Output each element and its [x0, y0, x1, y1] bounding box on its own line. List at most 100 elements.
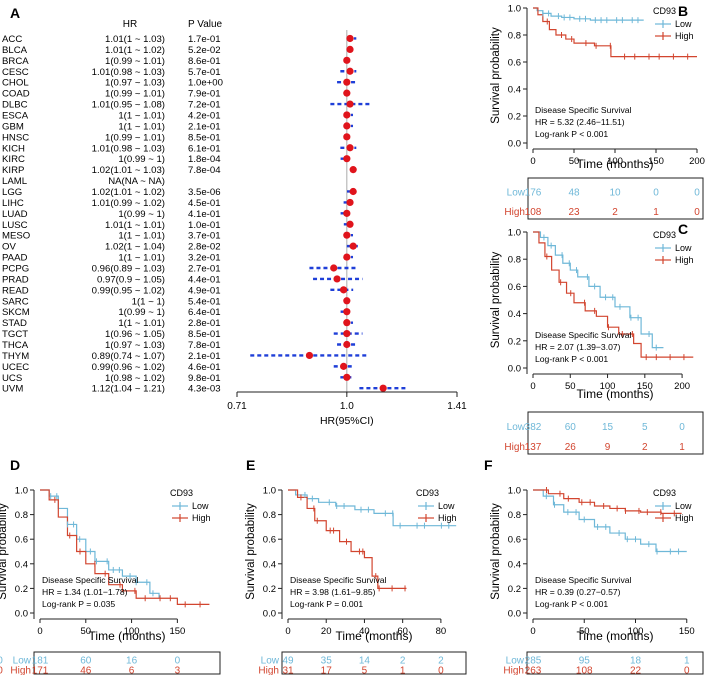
km-risk-value-high: 108 [525, 207, 542, 218]
forest-point [343, 89, 351, 97]
forest-point [346, 144, 354, 152]
km-risk-table-box-d [33, 651, 221, 675]
km-risk-value-low: 0 [694, 187, 700, 198]
km-annotation-line: Disease Specific Survival [535, 330, 632, 340]
forest-point [343, 340, 351, 349]
km-risk-value-low: 95 [579, 655, 591, 666]
forest-row-name: BLCA [2, 45, 28, 56]
forest-row-name: ACC [2, 34, 22, 45]
km-curve-high-f [533, 489, 682, 514]
forest-row-hr: 0.89(0.74 ~ 1.07) [92, 351, 165, 362]
forest-row-hr: 1(0.99 ~ 1.01) [105, 89, 165, 100]
km-risk-label-high: High [10, 665, 31, 675]
km-legend-label-high: High [675, 513, 694, 523]
forest-row-name: THYM [2, 351, 29, 362]
forest-row-name: UVM [2, 384, 23, 395]
km-risk-label-low: Low [507, 422, 526, 433]
km-risk-value-high: 171 [32, 665, 49, 675]
forest-row-name: MESO [2, 231, 30, 242]
km-legend-label-low: Low [438, 501, 455, 511]
km-y-tick-label: 1.0 [508, 228, 521, 239]
km-x-tick-label: 100 [124, 626, 140, 637]
forest-row-hr: 1(0.97 ~ 1.03) [105, 78, 165, 89]
forest-row-hr: 1.01(0.98 ~ 1.03) [92, 67, 165, 78]
km-x-tick-label: 0 [530, 381, 535, 392]
km-x-tick-label: 60 [397, 626, 408, 637]
forest-row-name: PRAD [2, 274, 29, 285]
forest-row-hr: 1.01(0.99 ~ 1.02) [92, 198, 165, 209]
forest-row-p: 8.5e-01 [188, 329, 221, 340]
km-risk-value-low: 49 [282, 655, 294, 666]
km-curve-high-c [533, 231, 694, 358]
forest-row-name: KIRC [2, 154, 25, 165]
km-risk-label-high: High [504, 442, 525, 453]
forest-point [343, 319, 351, 327]
forest-point [343, 133, 351, 141]
forest-row-hr: 1.02(1.01 ~ 1.02) [92, 187, 165, 198]
km-x-tick-label: 150 [169, 626, 185, 637]
km-x-tick-label: 100 [600, 381, 616, 392]
forest-point [343, 297, 351, 305]
km-risk-value-low: 15 [602, 422, 614, 433]
forest-row-name: ESCA [2, 110, 29, 121]
km-x-label-b: Time (months) [577, 157, 654, 171]
km-x-label-d: Time (months) [89, 629, 166, 643]
forest-row-name: CESC [2, 67, 29, 78]
km-x-tick-label: 200 [674, 381, 690, 392]
forest-row-name: UCS [2, 373, 22, 384]
km-x-tick-label: 50 [81, 626, 92, 637]
forest-header-p: P Value [188, 19, 223, 30]
km-y-tick-label: 1.0 [15, 486, 28, 497]
forest-row-p: 3.5e-06 [188, 187, 221, 198]
forest-row-name: THCA [2, 340, 29, 351]
forest-row-name: LUAD [2, 209, 28, 220]
km-risk-table-box-f [526, 651, 704, 675]
forest-row-hr: 1(1 ~ 1.01) [118, 110, 165, 121]
km-legend-title: CD93 [416, 488, 439, 498]
km-annotation-line: HR = 5.32 (2.46−11.51) [535, 117, 625, 127]
forest-point [343, 308, 351, 316]
forest-row-p: 4.3e-03 [188, 384, 221, 395]
km-annotation-line: HR = 0.39 (0.27−0.57) [535, 587, 621, 597]
km-risk-value-low: 5 [642, 422, 648, 433]
km-risk-value-high: 1 [679, 442, 685, 453]
forest-row-p: 4.6e-01 [188, 362, 221, 373]
forest-point [305, 351, 314, 360]
forest-row-hr: 1.01(1 ~ 1.03) [105, 34, 165, 45]
km-risk-value-high: 108 [576, 665, 593, 675]
forest-row-hr: NA(NA ~ NA) [108, 176, 165, 187]
forest-row-p: 6.4e-01 [188, 307, 221, 318]
forest-row-p: 7.8e-04 [188, 165, 221, 176]
forest-row-p: 4.5e-01 [188, 198, 221, 209]
forest-point [346, 45, 354, 53]
km-risk-label-high: High [503, 665, 524, 675]
forest-row-hr: 0.97(0.9 ~ 1.05) [97, 274, 165, 285]
km-x-tick-label: 200 [689, 156, 705, 167]
km-risk-label-high: High [504, 207, 525, 218]
forest-row-name: TGCT [2, 329, 28, 340]
km-x-tick-label: 0 [530, 626, 535, 637]
forest-point [343, 373, 351, 381]
km-annotation-line: Disease Specific Survival [42, 575, 139, 585]
forest-row-hr: 1(1 ~ 1.01) [118, 231, 165, 242]
km-y-tick-label: 0.0 [508, 364, 521, 375]
km-x-tick-label: 40 [359, 626, 370, 637]
forest-row-name: LIHC [2, 198, 24, 209]
forest-point [340, 362, 348, 370]
forest-row-name: GBM [2, 121, 24, 132]
km-risk-value-low: 0 [679, 422, 685, 433]
forest-point [349, 166, 357, 174]
km-curve-low-f [533, 489, 687, 553]
forest-x-tick-label: 0.71 [227, 401, 247, 412]
forest-row-p: 4.9e-01 [188, 285, 221, 296]
forest-row-p: 2.1e-01 [188, 351, 221, 362]
km-annotation-line: Log-rank P = 0.001 [290, 599, 363, 609]
forest-row-name: HNSC [2, 132, 29, 143]
km-risk-value-high: 2 [642, 442, 648, 453]
km-risk-value-high: 1 [653, 207, 659, 218]
km-y-tick-label: 0.6 [508, 282, 521, 293]
forest-point [343, 155, 351, 163]
forest-point [379, 384, 387, 392]
km-risk-value-low: 285 [525, 655, 542, 666]
forest-row-name: KICH [2, 143, 25, 154]
